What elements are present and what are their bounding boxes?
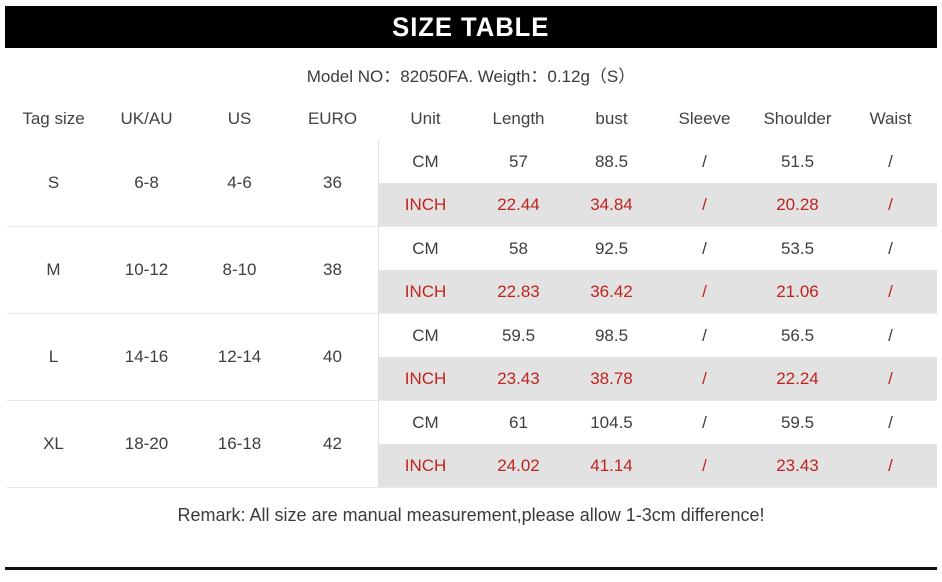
header-euro: EURO — [286, 98, 379, 140]
unit-cell: INCH — [379, 183, 472, 226]
bottom-divider-line — [5, 567, 937, 570]
waist-cell: / — [844, 401, 937, 444]
length-cell: 22.44 — [472, 183, 565, 226]
euro-cell: 40 — [286, 314, 379, 400]
unit-cell: CM — [379, 140, 472, 183]
waist-cell: / — [844, 314, 937, 357]
sleeve-cell: / — [658, 357, 751, 400]
unit-cell: INCH — [379, 357, 472, 400]
length-cell: 22.83 — [472, 270, 565, 313]
header-shoulder: Shoulder — [751, 98, 844, 140]
sleeve-cell: / — [658, 444, 751, 487]
unit-cell: INCH — [379, 444, 472, 487]
header-uk-au: UK/AU — [100, 98, 193, 140]
bust-cell: 34.84 — [565, 183, 658, 226]
size-group-s: S 6-8 4-6 36 CM 57 88.5 / 51.5 / INCH 22… — [7, 140, 937, 226]
waist-cell: / — [844, 227, 937, 270]
waist-cell: / — [844, 183, 937, 226]
table-header-row: Tag size UK/AU US EURO Unit Length bust … — [7, 98, 937, 140]
size-table: Tag size UK/AU US EURO Unit Length bust … — [7, 98, 937, 488]
euro-cell: 42 — [286, 401, 379, 487]
shoulder-cell: 20.28 — [751, 183, 844, 226]
length-cell: 24.02 — [472, 444, 565, 487]
header-length: Length — [472, 98, 565, 140]
euro-cell: 36 — [286, 140, 379, 226]
shoulder-cell: 59.5 — [751, 401, 844, 444]
tag-size-cell: S — [7, 140, 100, 226]
length-cell: 61 — [472, 401, 565, 444]
header-sleeve: Sleeve — [658, 98, 751, 140]
waist-cell: / — [844, 270, 937, 313]
shoulder-cell: 56.5 — [751, 314, 844, 357]
column-divider-line — [378, 140, 379, 487]
title-bar: SIZE TABLE — [5, 6, 937, 48]
uk-au-cell: 14-16 — [100, 314, 193, 400]
uk-au-cell: 18-20 — [100, 401, 193, 487]
shoulder-cell: 22.24 — [751, 357, 844, 400]
bust-cell: 104.5 — [565, 401, 658, 444]
bust-cell: 88.5 — [565, 140, 658, 183]
unit-cell: INCH — [379, 270, 472, 313]
size-group-l: L 14-16 12-14 40 CM 59.5 98.5 / 56.5 / I… — [7, 313, 937, 400]
sleeve-cell: / — [658, 183, 751, 226]
length-cell: 58 — [472, 227, 565, 270]
sleeve-cell: / — [658, 227, 751, 270]
size-group-xl: XL 18-20 16-18 42 CM 61 104.5 / 59.5 / I… — [7, 400, 937, 488]
header-us: US — [193, 98, 286, 140]
header-waist: Waist — [844, 98, 937, 140]
sleeve-cell: / — [658, 140, 751, 183]
bust-cell: 36.42 — [565, 270, 658, 313]
unit-cell: CM — [379, 227, 472, 270]
shoulder-cell: 21.06 — [751, 270, 844, 313]
waist-cell: / — [844, 140, 937, 183]
header-bust: bust — [565, 98, 658, 140]
sleeve-cell: / — [658, 314, 751, 357]
remark-text: Remark: All size are manual measurement,… — [177, 505, 765, 525]
bust-cell: 41.14 — [565, 444, 658, 487]
shoulder-cell: 51.5 — [751, 140, 844, 183]
length-cell: 57 — [472, 140, 565, 183]
length-cell: 23.43 — [472, 357, 565, 400]
us-cell: 12-14 — [193, 314, 286, 400]
sleeve-cell: / — [658, 401, 751, 444]
sleeve-cell: / — [658, 270, 751, 313]
bust-cell: 92.5 — [565, 227, 658, 270]
euro-cell: 38 — [286, 227, 379, 313]
us-cell: 4-6 — [193, 140, 286, 226]
size-group-m: M 10-12 8-10 38 CM 58 92.5 / 53.5 / INCH… — [7, 226, 937, 313]
tag-size-cell: L — [7, 314, 100, 400]
length-cell: 59.5 — [472, 314, 565, 357]
uk-au-cell: 6-8 — [100, 140, 193, 226]
uk-au-cell: 10-12 — [100, 227, 193, 313]
waist-cell: / — [844, 444, 937, 487]
model-info-line: Model NO：82050FA. Weigth：0.12g（S） — [306, 67, 636, 86]
header-tag-size: Tag size — [7, 98, 100, 140]
header-unit: Unit — [379, 98, 472, 140]
unit-cell: CM — [379, 314, 472, 357]
us-cell: 8-10 — [193, 227, 286, 313]
waist-cell: / — [844, 357, 937, 400]
page-title: SIZE TABLE — [392, 11, 550, 42]
bust-cell: 38.78 — [565, 357, 658, 400]
tag-size-cell: M — [7, 227, 100, 313]
shoulder-cell: 53.5 — [751, 227, 844, 270]
bust-cell: 98.5 — [565, 314, 658, 357]
tag-size-cell: XL — [7, 401, 100, 487]
us-cell: 16-18 — [193, 401, 286, 487]
shoulder-cell: 23.43 — [751, 444, 844, 487]
unit-cell: CM — [379, 401, 472, 444]
